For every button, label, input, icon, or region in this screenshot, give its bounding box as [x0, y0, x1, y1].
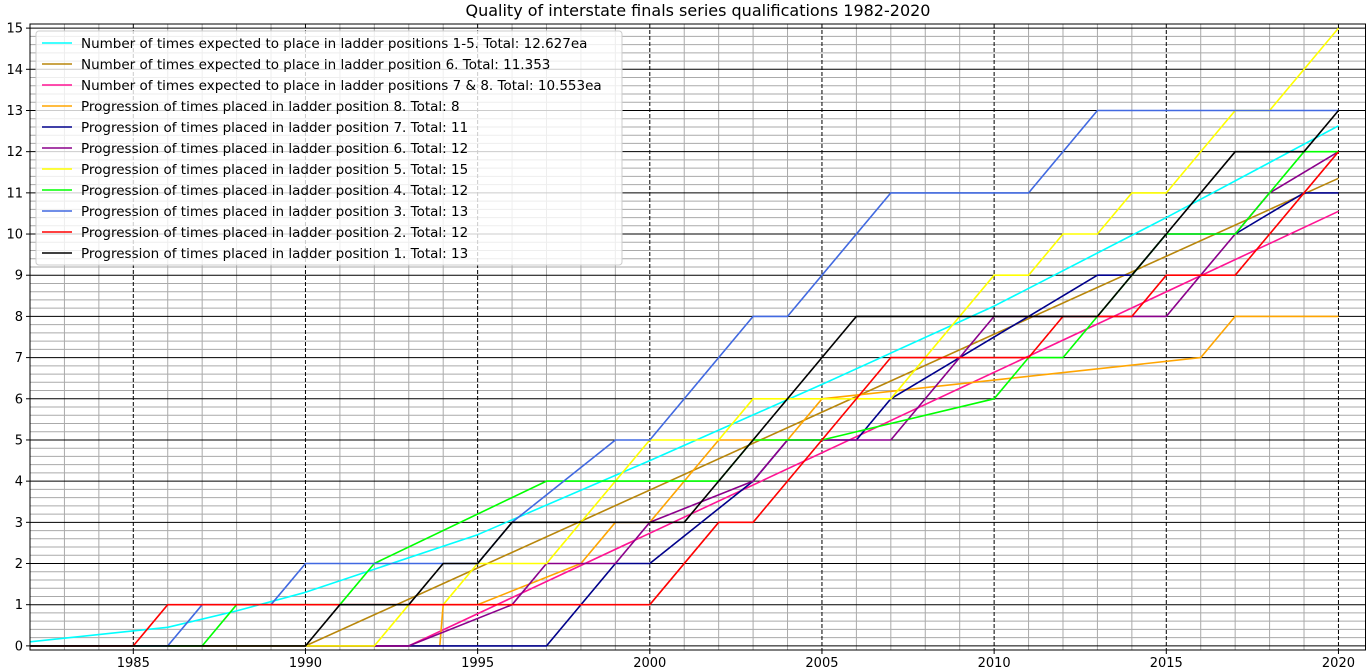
- y-tick-label: 5: [15, 433, 23, 448]
- legend-label-10: Progression of times placed in ladder po…: [81, 246, 468, 262]
- x-tick-label: 1995: [461, 656, 494, 671]
- y-tick-label: 13: [6, 104, 23, 119]
- legend-label-9: Progression of times placed in ladder po…: [81, 225, 468, 241]
- legend-label-5: Progression of times placed in ladder po…: [81, 141, 468, 157]
- y-tick-label: 15: [6, 22, 23, 37]
- y-tick-label: 4: [15, 475, 23, 490]
- series-line-5: [30, 151, 1339, 647]
- series-line-10: [30, 109, 1340, 647]
- legend-label-2: Number of times expected to place in lad…: [81, 78, 602, 94]
- y-tick-label: 1: [15, 598, 23, 613]
- legend-label-0: Number of times expected to place in lad…: [81, 36, 587, 52]
- legend-label-1: Number of times expected to place in lad…: [81, 57, 550, 73]
- y-tick-label: 0: [15, 639, 23, 654]
- x-tick-label: 2010: [978, 656, 1011, 671]
- legend-box: [35, 30, 623, 266]
- y-tick-label: 6: [15, 392, 23, 407]
- x-tick-label: 2005: [805, 656, 838, 671]
- x-tick-label: 2015: [1150, 656, 1183, 671]
- series-line-0: [29, 125, 1339, 643]
- legend: Number of times expected to place in lad…: [35, 30, 623, 266]
- y-tick-label: 11: [6, 186, 23, 201]
- x-tick-label: 2020: [1322, 656, 1355, 671]
- x-tick-label: 2000: [633, 656, 666, 671]
- y-tick-label: 14: [6, 63, 23, 78]
- legend-label-3: Progression of times placed in ladder po…: [81, 99, 460, 115]
- y-tick-label: 7: [15, 351, 23, 366]
- axis-ticks: 1985 1990 1995 2000 2005 2010 2015 202001234567…: [6, 22, 1355, 671]
- y-tick-label: 10: [6, 228, 23, 243]
- y-tick-label: 12: [6, 145, 23, 160]
- legend-label-4: Progression of times placed in ladder po…: [81, 120, 468, 136]
- x-tick-label: 1990: [289, 656, 322, 671]
- legend-label-6: Progression of times placed in ladder po…: [81, 162, 468, 178]
- series-line-9: [30, 151, 1340, 647]
- x-tick-label: 1985: [117, 656, 150, 671]
- y-tick-label: 9: [15, 269, 23, 284]
- chart-title: Quality of interstate finals series qual…: [466, 1, 931, 20]
- legend-label-7: Progression of times placed in ladder po…: [81, 183, 468, 199]
- legend-label-8: Progression of times placed in ladder po…: [81, 204, 468, 220]
- series-lines: [29, 27, 1340, 647]
- y-tick-label: 3: [15, 516, 23, 531]
- y-tick-label: 8: [15, 310, 23, 325]
- y-tick-label: 2: [15, 557, 23, 572]
